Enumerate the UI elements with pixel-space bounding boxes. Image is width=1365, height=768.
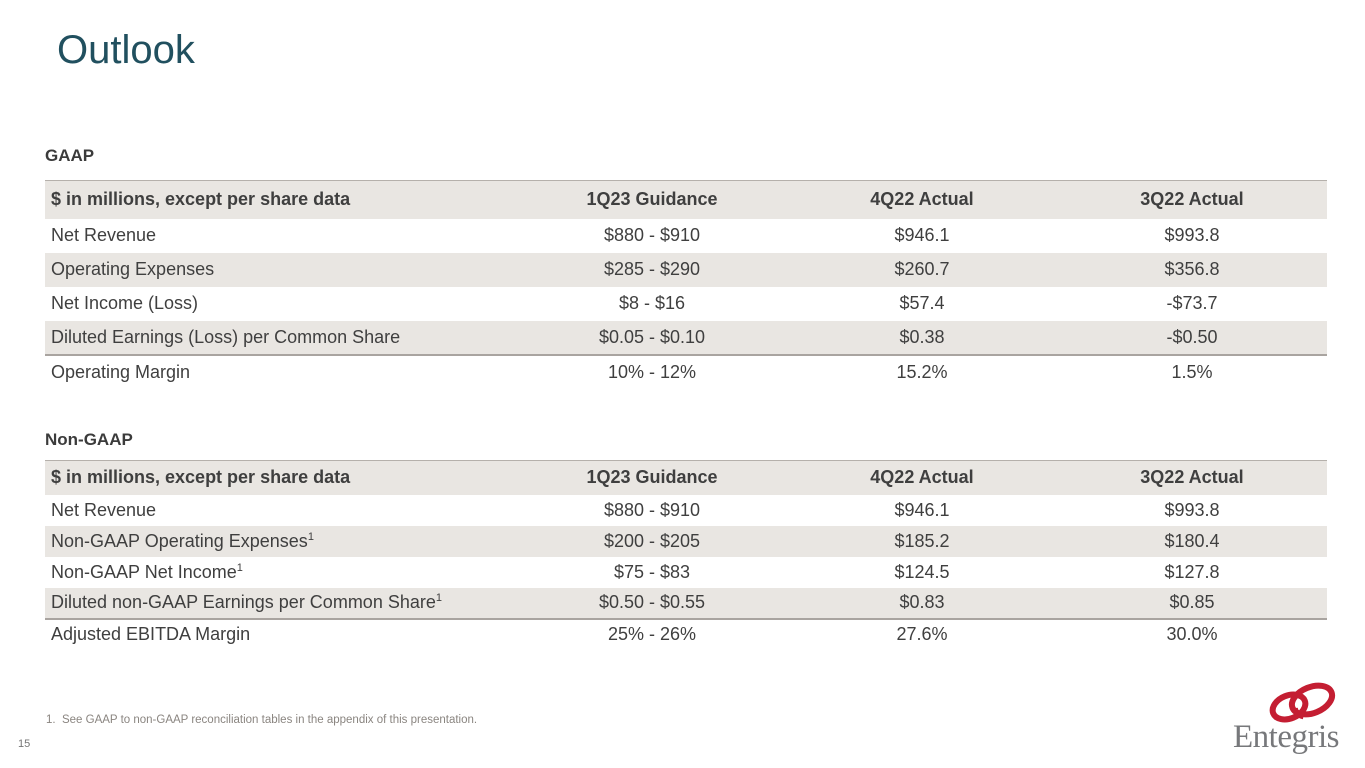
row-label: Diluted non-GAAP Earnings per Common Sha… [51,592,436,612]
entegris-rings-icon [1269,682,1336,723]
gaap-header-row: $ in millions, except per share data 1Q2… [45,180,1327,219]
cell-guidance: $880 - $910 [603,225,701,245]
entegris-logo: Entegris [1221,682,1351,754]
table-row: Diluted Earnings (Loss) per Common Share… [45,320,1327,355]
gaap-table: $ in millions, except per share data 1Q2… [45,180,1327,389]
row-label: Non-GAAP Net Income [51,561,237,582]
row-label: Operating Margin [51,361,191,382]
cell-4q22: $124.5 [894,561,950,582]
cell-4q22: $57.4 [899,293,945,313]
cell-3q22: $0.85 [1169,592,1215,612]
row-label: Net Revenue [51,499,157,520]
footnote-ref: 1 [236,561,243,574]
cell-3q22: $993.8 [1164,225,1220,245]
row-label: Adjusted EBITDA Margin [51,624,251,644]
cell-guidance: $0.50 - $0.55 [598,592,706,612]
column-header-4q22-actual: 4Q22 Actual [787,180,1057,219]
cell-3q22: $180.4 [1164,530,1220,551]
cell-4q22: $946.1 [894,499,950,520]
cell-guidance: $880 - $910 [603,499,701,520]
cell-3q22: -$73.7 [1166,293,1218,313]
cell-3q22: 30.0% [1166,624,1218,644]
table-row: Operating Expenses $285 - $290 $260.7 $3… [45,252,1327,287]
cell-guidance: $8 - $16 [618,293,686,313]
row-label: Net Income (Loss) [51,293,199,313]
column-header-1q23-guidance: 1Q23 Guidance [517,460,787,495]
cell-3q22: -$0.50 [1166,326,1218,347]
cell-4q22: $946.1 [894,225,950,245]
cell-guidance: 25% - 26% [607,624,697,644]
entegris-wordmark: Entegris [1233,719,1339,755]
table-row: Adjusted EBITDA Margin 25% - 26% 27.6% 3… [45,618,1327,650]
cell-4q22: $0.83 [899,592,945,612]
row-label: Non-GAAP Operating Expenses [51,530,308,551]
cell-4q22: 27.6% [896,624,948,644]
cell-guidance: 10% - 12% [607,361,697,382]
cell-guidance: $75 - $83 [613,561,691,582]
page-title: Outlook [57,28,195,72]
non-gaap-header-row: $ in millions, except per share data 1Q2… [45,460,1327,495]
non-gaap-section-label: Non-GAAP [45,430,133,449]
row-label: Diluted Earnings (Loss) per Common Share [51,326,401,347]
column-header-3q22-actual: 3Q22 Actual [1057,180,1327,219]
cell-4q22: $260.7 [894,259,950,279]
cell-4q22: 15.2% [896,361,948,382]
non-gaap-section: Non-GAAP $ in millions, except per share… [45,430,1327,650]
cell-3q22: $993.8 [1164,499,1220,520]
footnote-ref: 1 [307,530,314,543]
table-row: Non-GAAP Operating Expenses1 $200 - $205… [45,525,1327,557]
cell-guidance: $285 - $290 [603,259,701,279]
table-row: Non-GAAP Net Income1 $75 - $83 $124.5 $1… [45,557,1327,588]
footnote-ref: 1 [435,592,442,604]
column-header-metric: $ in millions, except per share data [45,180,517,219]
row-label: Net Revenue [51,225,157,245]
cell-guidance: $200 - $205 [603,530,701,551]
cell-3q22: $356.8 [1164,259,1220,279]
cell-guidance: $0.05 - $0.10 [598,326,706,347]
table-row: Net Revenue $880 - $910 $946.1 $993.8 [45,495,1327,526]
gaap-section-label: GAAP [45,146,95,165]
gaap-section: GAAP $ in millions, except per share dat… [45,146,1327,389]
column-header-3q22-actual: 3Q22 Actual [1057,460,1327,495]
page-number: 15 [18,738,31,750]
column-header-1q23-guidance: 1Q23 Guidance [517,180,787,219]
table-row: Operating Margin 10% - 12% 15.2% 1.5% [45,354,1327,389]
cell-4q22: $185.2 [894,530,950,551]
cell-3q22: 1.5% [1171,361,1213,382]
row-label: Operating Expenses [51,259,215,279]
table-row: Net Revenue $880 - $910 $946.1 $993.8 [45,219,1327,253]
cell-3q22: $127.8 [1164,561,1220,582]
non-gaap-table: $ in millions, except per share data 1Q2… [45,460,1327,650]
table-row: Net Income (Loss) $8 - $16 $57.4 -$73.7 [45,287,1327,321]
footnote: 1. See GAAP to non-GAAP reconciliation t… [46,714,478,726]
column-header-4q22-actual: 4Q22 Actual [787,460,1057,495]
cell-4q22: $0.38 [899,326,945,347]
table-row: Diluted non-GAAP Earnings per Common Sha… [45,587,1327,619]
column-header-metric: $ in millions, except per share data [45,460,517,495]
